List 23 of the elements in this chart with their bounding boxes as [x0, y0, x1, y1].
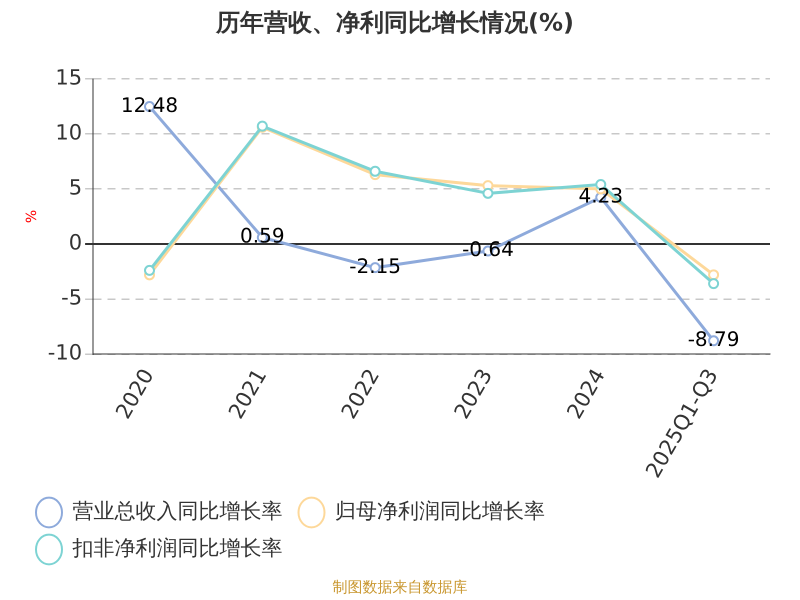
data-label: -2.15: [349, 254, 402, 278]
data-label: 4.23: [578, 184, 624, 208]
y-tick-label: 10: [55, 120, 82, 144]
legend-label: 扣非净利润同比增长率: [72, 536, 282, 560]
point: [708, 278, 720, 290]
legend-label: 营业总收入同比增长率: [72, 498, 282, 523]
point: [144, 264, 156, 276]
data-label: 0.59: [240, 224, 285, 248]
y-tick-label: -5: [61, 286, 82, 310]
point: [708, 269, 720, 280]
y-tick-label: 5: [68, 175, 82, 200]
point: [482, 188, 494, 199]
data-label: -8.79: [688, 326, 740, 351]
point: [370, 166, 381, 177]
y-axis-title: %: [24, 210, 40, 224]
data-label: -0.64: [462, 237, 514, 262]
legend-label: 归母净利润同比增长率: [335, 498, 545, 523]
y-tick-label: -10: [48, 340, 82, 365]
y-tick-label: 0: [68, 230, 82, 254]
y-tick-label: 15: [55, 65, 82, 90]
chart-title: 历年营收、净利同比增长情况(%): [215, 8, 574, 37]
data-label: 12.48: [120, 92, 178, 117]
text: 制图数据来自数据库: [332, 578, 468, 596]
